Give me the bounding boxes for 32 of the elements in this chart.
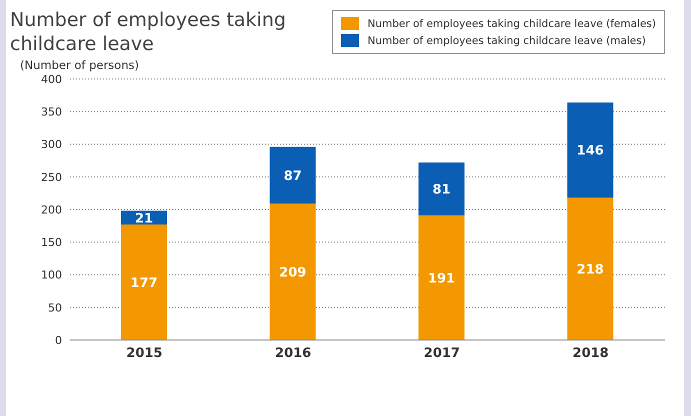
bar	[567, 102, 614, 198]
y-tick-label: 200	[41, 203, 62, 216]
y-tick-label: 150	[41, 236, 62, 250]
y-tick-label: 350	[41, 106, 62, 119]
data-label: 81	[432, 182, 451, 198]
y-tick-label: 400	[41, 72, 62, 86]
data-label: 21	[134, 211, 154, 226]
data-label: 177	[130, 276, 158, 291]
y-tick-label: 250	[41, 170, 62, 184]
x-tick-label: 2018	[572, 346, 609, 362]
x-tick-label: 2016	[275, 346, 312, 362]
y-tick-label: 300	[41, 138, 62, 152]
bar	[418, 162, 464, 216]
bar	[270, 204, 316, 340]
legend-label: Number of employees taking childcare leave (females)	[367, 18, 656, 30]
y-tick-label: 0	[55, 334, 62, 347]
bar	[270, 146, 316, 204]
y-tick-label: 100	[41, 268, 62, 282]
data-label: 218	[576, 262, 604, 278]
legend-label: Number of employees taking childcare leave (males)	[367, 34, 646, 46]
data-label: 87	[284, 168, 302, 184]
chart-title: Number of employees taking childcare leave	[10, 8, 287, 56]
data-label: 209	[279, 265, 306, 280]
x-tick-label: 2015	[126, 346, 162, 362]
bar	[418, 215, 464, 340]
bar	[121, 224, 167, 340]
y-axis-title: (Number of persons)	[20, 58, 139, 72]
y-tick-label: 50	[48, 301, 62, 314]
x-tick-label: 2017	[424, 346, 460, 362]
bar	[567, 198, 614, 340]
data-label: 146	[576, 144, 604, 159]
data-label: 191	[428, 271, 456, 286]
